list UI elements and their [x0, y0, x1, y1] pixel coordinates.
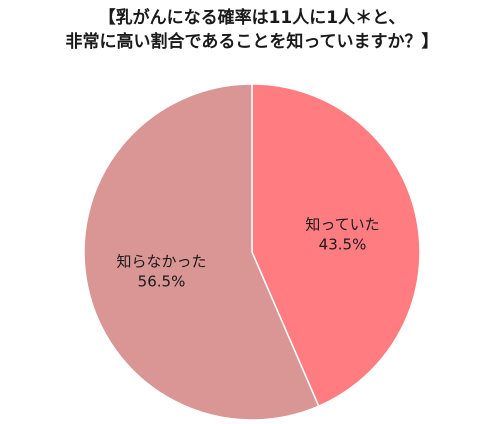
slice-label-0: 知っていた — [305, 215, 379, 233]
pie-slice-0 — [251, 83, 421, 408]
pie-labels: 知っていた 43.5% 知らなかった 56.5% — [116, 215, 379, 290]
slice-value-1: 56.5% — [138, 273, 186, 291]
chart-title-line-1: 【乳がんになる確率は11人に1人＊と、 — [98, 8, 406, 28]
pie-slices — [83, 83, 421, 421]
slice-value-0: 43.5% — [319, 235, 367, 253]
chart-title: 【乳がんになる確率は11人に1人＊と、 非常に高い割合であることを知っていますか… — [0, 6, 504, 54]
slice-label-1: 知らなかった — [116, 253, 206, 271]
pie-slice-1 — [83, 83, 320, 421]
chart-title-line-2: 非常に高い割合であることを知っていますか？】 — [65, 32, 439, 52]
